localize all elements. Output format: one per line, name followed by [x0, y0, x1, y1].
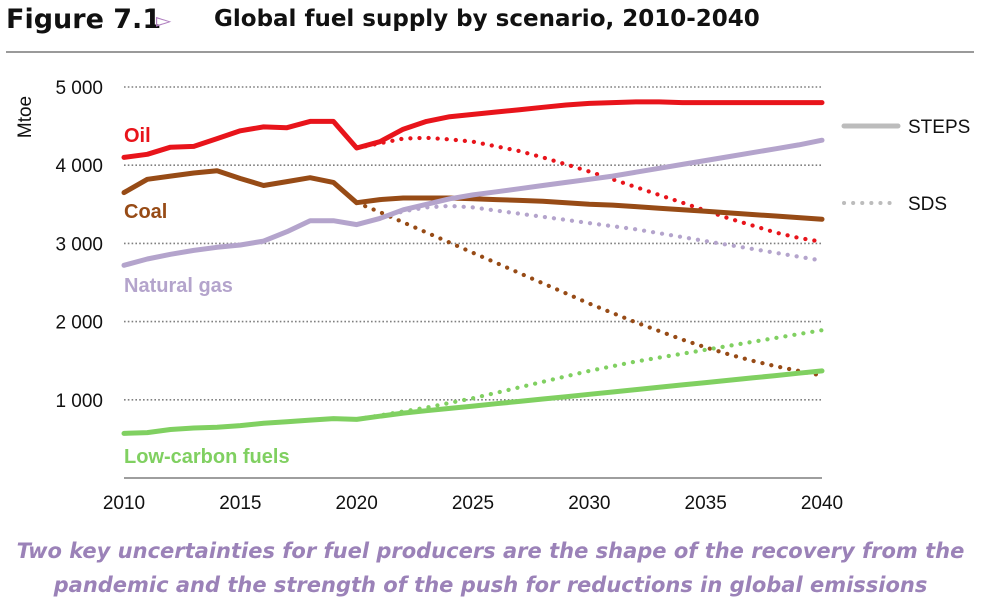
figure-label: Figure 7.1	[6, 4, 162, 35]
legend: STEPS SDS	[841, 117, 970, 215]
y-tick-label: 5 000	[55, 78, 103, 99]
series-gas-steps	[121, 137, 825, 268]
figure-header: Figure 7.1 ▻ Global fuel supply by scena…	[0, 0, 981, 54]
y-tick-label: 4 000	[55, 156, 103, 177]
series-oil-steps	[121, 99, 825, 160]
x-tick-label: 2035	[685, 493, 727, 514]
series-low-sds	[354, 328, 825, 422]
series-layer	[121, 99, 825, 436]
y-tick-label: 3 000	[55, 234, 103, 255]
series-coal-sds	[354, 200, 825, 378]
x-tick-label: 2020	[336, 493, 378, 514]
series-gas-sds	[354, 203, 825, 263]
x-tick-label: 2010	[103, 493, 145, 514]
x-tick-label: 2025	[452, 493, 494, 514]
series-label-oil: Oil	[124, 125, 151, 147]
y-tick-label: 2 000	[55, 313, 103, 334]
axis-layer: 1 000 2 000 3 000 4 000 5 000 2010 2015 2020 202…	[15, 78, 843, 514]
legend-label-sds: SDS	[908, 194, 947, 215]
triangle-arrow-icon: ▻	[156, 10, 172, 32]
x-tick-label: 2015	[219, 493, 261, 514]
series-label-low: Low-carbon fuels	[124, 446, 290, 468]
x-tick-label: 2040	[801, 493, 843, 514]
figure-caption: Two key uncertainties for fuel producers…	[0, 534, 981, 602]
x-tick-label: 2030	[568, 493, 610, 514]
series-label-coal: Coal	[124, 201, 167, 223]
caption-line-1: Two key uncertainties for fuel producers…	[16, 539, 965, 563]
figure-title: Global fuel supply by scenario, 2010-204…	[214, 6, 760, 32]
line-chart: 1 000 2 000 3 000 4 000 5 000 2010 2015 2020 202…	[15, 78, 970, 514]
caption-line-2: pandemic and the strength of the push fo…	[53, 573, 928, 597]
header-divider	[6, 51, 974, 53]
series-label-gas: Natural gas	[124, 275, 233, 297]
y-tick-label: 1 000	[55, 391, 103, 412]
series-low-steps	[121, 368, 825, 436]
series-coal-steps	[121, 168, 825, 222]
legend-label-steps: STEPS	[908, 117, 970, 138]
series-oil-sds	[354, 135, 825, 244]
series-label-layer: Oil Coal Natural gas Low-carbon fuels	[124, 125, 290, 468]
grid-layer	[124, 86, 822, 401]
y-axis-title: Mtoe	[15, 96, 36, 138]
